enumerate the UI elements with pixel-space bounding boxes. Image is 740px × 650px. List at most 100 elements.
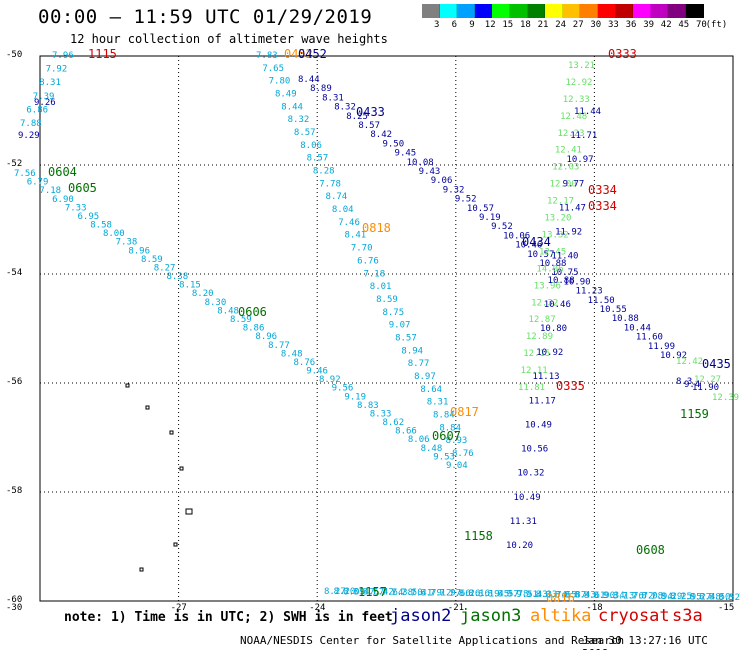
wave-height-value: 7.97 xyxy=(439,589,461,599)
lon-tick-label: -18 xyxy=(586,603,603,613)
wave-height-value: 7.18 xyxy=(39,186,61,196)
wave-height-value: 12.11 xyxy=(521,366,548,376)
map-frame xyxy=(39,55,734,602)
wave-height-value: 8.57 xyxy=(294,128,316,138)
wave-height-value: 8.16 xyxy=(468,589,490,599)
wave-height-value: 11.23 xyxy=(576,287,603,297)
wave-height-value: 11.99 xyxy=(648,342,675,352)
wave-height-value: 8.77 xyxy=(268,341,290,351)
wave-height-value: 12.89 xyxy=(526,332,553,342)
lat-tick-label: -50 xyxy=(6,50,23,60)
wave-height-value: 11.40 xyxy=(551,252,578,262)
wave-height-value: 14.06 xyxy=(536,264,563,274)
wave-height-value: 8.50 xyxy=(709,593,731,603)
legend-swatch xyxy=(650,4,669,18)
wave-height-value: 7.41 xyxy=(411,588,433,598)
wave-height-value: 10.06 xyxy=(503,231,530,241)
wave-height-value: 10.57 xyxy=(527,250,554,260)
wave-height-value: 7.80 xyxy=(269,77,291,87)
wave-height-value: 10.88 xyxy=(539,259,566,269)
lat-tick-label: -54 xyxy=(6,268,23,278)
wave-height-value: 7.38 xyxy=(391,588,413,598)
legend-labels: 3 6 9 12 15 18 21 24 27 30 33 36 39 42 45 70 (ft) xyxy=(422,18,727,32)
wave-height-value: 8.59 xyxy=(141,255,163,265)
wave-height-value: 8.08 xyxy=(641,592,663,602)
lat-tick-label: -56 xyxy=(6,377,23,387)
legend-unit: (ft) xyxy=(705,20,728,30)
satellite-legend-cryosat: cryosat xyxy=(598,606,670,626)
wave-height-value: 8.29 xyxy=(661,592,683,602)
island-shape xyxy=(145,405,150,410)
pass-time-label: 0608 xyxy=(636,543,665,557)
wave-height-value: 8.74 xyxy=(326,192,348,202)
island-shape xyxy=(179,466,184,471)
wave-height-value: 11.60 xyxy=(636,333,663,343)
wave-height-value: 8.27 xyxy=(154,263,176,273)
wave-height-value: 12.33 xyxy=(563,95,590,105)
pass-time-label: 1159 xyxy=(680,407,709,421)
wave-height-value: 9.06 xyxy=(431,176,453,186)
wave-height-value: 12.42 xyxy=(676,357,703,367)
wave-height-value: 8.31 xyxy=(427,398,449,408)
wave-height-value: 7.96 xyxy=(52,51,74,61)
wave-height-value: 12.23 xyxy=(557,129,584,139)
lon-tick-label: -24 xyxy=(309,603,326,613)
wave-height-value: 8.76 xyxy=(452,449,474,459)
wave-height-value: 7.56 xyxy=(14,169,36,179)
wave-height-value: 12.39 xyxy=(712,393,739,403)
wave-height-value: 9.50 xyxy=(382,139,404,149)
wave-height-value: 13.96 xyxy=(534,281,561,291)
wave-height-value: 8.43 xyxy=(574,591,596,601)
wave-height-value: 9.56 xyxy=(332,384,354,394)
satellite-legend-altika: altika xyxy=(530,606,592,626)
wave-height-value: 8.64 xyxy=(420,385,442,395)
wave-height-value: 8.93 xyxy=(446,436,468,446)
wave-height-value: 8.52 xyxy=(718,593,740,603)
wave-height-value: 6.76 xyxy=(357,256,379,266)
legend-swatch xyxy=(474,4,493,18)
legend-label: 39 xyxy=(643,20,655,30)
wave-height-value: 10.80 xyxy=(540,324,567,334)
wave-height-value: 6.90 xyxy=(52,195,74,205)
wave-height-value: 8.25 xyxy=(670,592,692,602)
wave-height-value: 8.77 xyxy=(408,359,430,369)
wave-height-value: 10.44 xyxy=(624,323,651,333)
legend-label: 24 xyxy=(555,20,567,30)
wave-height-value: 8.92 xyxy=(319,375,341,385)
wave-height-value: 10.46 xyxy=(544,300,571,310)
page-subtitle: 12 hour collection of altimeter wave hei… xyxy=(70,32,388,46)
pass-time-label: 0452 xyxy=(298,47,327,61)
wave-height-value: 7.70 xyxy=(351,244,373,254)
wave-height-value: 10.49 xyxy=(514,493,541,503)
wave-height-value: 8.78 xyxy=(728,593,740,603)
wave-height-value: 10.46 xyxy=(515,241,542,251)
wave-height-value: 10.08 xyxy=(407,158,434,168)
legend-swatch xyxy=(685,4,704,18)
pass-time-label: 0435 xyxy=(702,357,731,371)
satellite-legend-jason3: jason3 xyxy=(460,606,522,626)
wave-height-value: 7.33 xyxy=(65,203,87,213)
legend-label: 45 xyxy=(678,20,690,30)
lon-tick-label: -21 xyxy=(447,603,465,613)
pass-time-label: 0816 xyxy=(546,591,575,605)
wave-height-value: 8.44 xyxy=(298,75,320,85)
wave-height-value: 8.66 xyxy=(395,427,417,437)
wave-height-value: 9.07 xyxy=(389,321,411,331)
wave-height-value: 8.59 xyxy=(376,295,398,305)
wave-height-value: 8.74 xyxy=(545,590,567,600)
legend-swatch xyxy=(457,4,475,18)
wave-height-value: 8.28 xyxy=(313,167,335,177)
wave-height-value: 11.50 xyxy=(588,296,615,306)
wave-height-value: 9.53 xyxy=(433,452,455,462)
legend-label: 3 xyxy=(434,20,440,30)
legend-swatch xyxy=(580,4,598,18)
wave-height-value: 12.17 xyxy=(547,197,574,207)
wave-height-value: 8.96 xyxy=(128,246,150,256)
wave-height-value: 7.94 xyxy=(651,592,673,602)
wave-height-value: 9.45 xyxy=(395,149,417,159)
wave-height-value: 13.21 xyxy=(568,61,595,71)
legend-label: 18 xyxy=(520,20,531,30)
lon-tick-label: -30 xyxy=(6,603,23,613)
legend-label: 9 xyxy=(469,20,475,30)
